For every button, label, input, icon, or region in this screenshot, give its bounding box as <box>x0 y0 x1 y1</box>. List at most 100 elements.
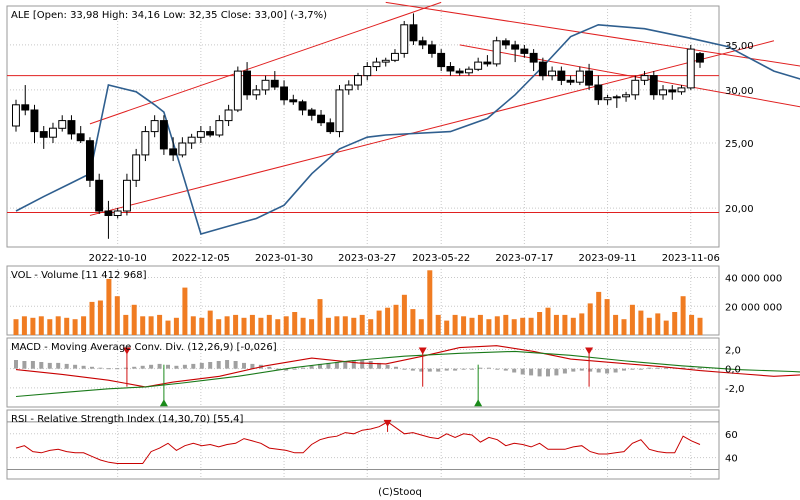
volume-bar <box>241 317 247 336</box>
volume-y-ticks: 40 000 000 20 000 000 <box>725 274 782 314</box>
volume-bar <box>233 314 239 335</box>
macd-histogram-bar <box>385 364 390 369</box>
macd-histogram <box>14 360 702 377</box>
candle-body <box>252 89 261 96</box>
candle-body <box>261 79 270 91</box>
volume-bar <box>300 317 306 336</box>
price-title-bg <box>8 7 360 21</box>
candle-body <box>39 131 48 138</box>
macd-histogram-bar <box>174 365 179 369</box>
candle-body <box>206 131 215 136</box>
volume-bar <box>587 303 593 335</box>
macd-histogram-bar <box>132 366 137 369</box>
macd-histogram-bar <box>191 363 196 369</box>
candle-body <box>520 48 529 54</box>
macd-series-line <box>15 345 800 388</box>
volume-bar <box>444 320 450 335</box>
macd-histogram-bar <box>275 368 280 370</box>
rsi-series-line <box>15 421 701 464</box>
moving-average-segment <box>15 23 800 235</box>
macd-histogram-bar <box>292 368 297 370</box>
volume-bar <box>72 319 78 335</box>
candle-body <box>178 142 187 156</box>
candle-body <box>233 70 242 111</box>
macd-histogram-bar <box>436 368 441 372</box>
macd-histogram-bar <box>360 360 365 369</box>
price-x-tick-label: 2023-03-27 <box>338 253 396 264</box>
candle-body <box>67 120 76 135</box>
macd-histogram-bar <box>613 368 618 373</box>
macd-histogram-bar <box>368 361 373 369</box>
volume-bar <box>562 314 568 335</box>
candle-body <box>58 120 67 129</box>
volume-bar <box>165 320 171 335</box>
rsi-panel: RSI - Relative Strength Index (14,30,70)… <box>6 409 738 480</box>
macd-histogram-bar <box>326 362 331 369</box>
volume-bar <box>114 296 120 335</box>
volume-bar <box>528 317 534 336</box>
candle-body <box>465 68 473 74</box>
macd-histogram-bar <box>22 361 27 369</box>
price-x-tick-label: 2023-09-11 <box>579 253 637 264</box>
macd-histogram-bar <box>622 368 626 371</box>
volume-bar <box>258 317 264 336</box>
macd-histogram-bar <box>39 362 44 369</box>
candle-body <box>132 154 141 181</box>
volume-bar <box>157 314 163 335</box>
rsi-y-tick-label: 40 <box>725 454 738 465</box>
volume-bar <box>376 310 382 335</box>
rsi-y-ticks: 60 40 <box>725 430 738 465</box>
volume-bar <box>190 316 196 335</box>
rsi-overbought-marker <box>383 419 392 427</box>
macd-histogram-bar <box>343 361 348 369</box>
macd-histogram-bar <box>630 368 635 370</box>
volume-bar <box>503 314 509 335</box>
macd-histogram-bar <box>453 368 458 371</box>
macd-histogram-bar <box>495 368 500 370</box>
candle-body <box>30 109 39 133</box>
volume-bar <box>477 314 483 335</box>
volume-bar <box>393 304 399 335</box>
macd-histogram-bar <box>30 361 35 369</box>
volume-bar <box>604 299 610 335</box>
rsi-y-tick-label: 60 <box>725 430 738 441</box>
macd-series-line <box>15 350 800 398</box>
volume-bar <box>435 314 441 335</box>
rsi-title: RSI - Relative Strength Index (14,30,70)… <box>11 414 244 425</box>
candle-body <box>548 70 556 77</box>
macd-histogram-bar <box>562 368 567 374</box>
volume-bar <box>292 312 298 335</box>
price-x-tick-label: 2023-07-17 <box>495 253 553 264</box>
volume-bar <box>410 309 416 335</box>
footer-copyright: (C)Stooq <box>378 487 422 498</box>
volume-bar <box>385 307 391 335</box>
macd-histogram-bar <box>470 368 474 370</box>
macd-histogram-bar <box>655 367 660 369</box>
candle-body <box>49 127 57 138</box>
volume-bar <box>520 317 526 336</box>
volume-bar <box>97 300 103 335</box>
price-trendlines <box>7 1 800 216</box>
macd-histogram-bar <box>233 361 238 369</box>
volume-bar <box>89 301 95 335</box>
macd-histogram-bar <box>596 368 601 373</box>
candle-body <box>95 179 104 212</box>
macd-histogram-bar <box>123 367 128 369</box>
volume-bar <box>638 310 644 335</box>
candle-body <box>317 114 326 124</box>
macd-histogram-bar <box>546 368 550 377</box>
macd-histogram-bar <box>689 367 694 369</box>
candle-body <box>391 52 399 61</box>
macd-histogram-bar <box>73 364 78 369</box>
price-title: ALE [Open: 33,98 High: 34,16 Low: 32,35 … <box>11 10 327 21</box>
macd-histogram-bar <box>140 365 145 369</box>
macd-histogram-bar <box>512 368 517 373</box>
price-x-tick-label: 2023-01-30 <box>255 253 313 264</box>
volume-bar <box>283 316 289 335</box>
volume-bar <box>579 313 585 335</box>
macd-histogram-bar <box>149 364 154 369</box>
candle-body <box>668 89 677 93</box>
candle-body <box>659 89 667 96</box>
